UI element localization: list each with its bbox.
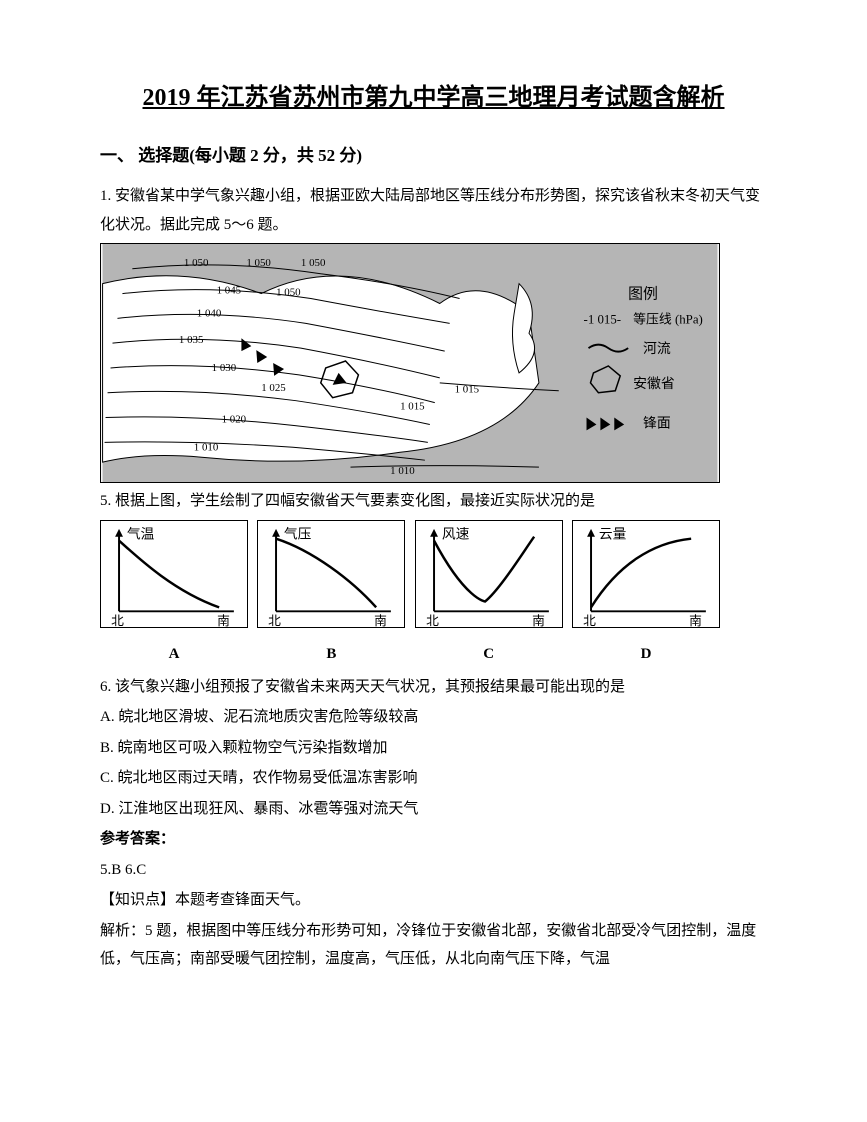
chart-b: 气压 北 南 B — [257, 520, 405, 669]
svg-text:1 010: 1 010 — [390, 465, 415, 477]
answers-text: 5.B 6.C — [100, 856, 767, 885]
svg-text:南: 南 — [689, 613, 702, 628]
svg-text:1 050: 1 050 — [276, 287, 301, 299]
question-5-text: 5. 根据上图，学生绘制了四幅安徽省天气要素变化图，最接近实际状况的是 — [100, 487, 767, 516]
chart-b-ylabel: 气压 — [284, 526, 312, 541]
svg-text:1 035: 1 035 — [179, 334, 204, 346]
chart-d: 云量 北 南 D — [572, 520, 720, 669]
svg-text:锋面: 锋面 — [643, 416, 671, 432]
svg-text:南: 南 — [375, 613, 388, 628]
svg-text:北: 北 — [583, 614, 596, 628]
chart-a: 气温 北 南 A — [100, 520, 248, 669]
isobar-map-figure: 1 050 1 050 1 050 1 045 1 050 1 040 1 03… — [100, 243, 720, 483]
chart-a-ylabel: 气温 — [127, 526, 155, 541]
question-6-text: 6. 该气象兴趣小组预报了安徽省未来两天天气状况，其预报结果最可能出现的是 — [100, 673, 767, 702]
svg-text:1 015: 1 015 — [455, 384, 480, 396]
chart-a-label: A — [100, 640, 248, 669]
svg-text:1 015: 1 015 — [400, 401, 425, 413]
svg-text:1 030: 1 030 — [212, 362, 237, 374]
svg-text:南: 南 — [217, 613, 230, 628]
weather-charts-row: 气温 北 南 A 气压 北 南 B 风速 北 南 C — [100, 520, 720, 669]
svg-text:1 050: 1 050 — [301, 257, 326, 269]
answer-label: 参考答案： — [100, 825, 767, 854]
knowledge-point: 【知识点】本题考查锋面天气。 — [100, 886, 767, 915]
svg-text:安徽省: 安徽省 — [633, 376, 675, 392]
svg-text:河流: 河流 — [643, 341, 671, 357]
svg-text:北: 北 — [111, 614, 124, 628]
section-1-header: 一、 选择题(每小题 2 分，共 52 分) — [100, 140, 767, 172]
svg-text:等压线 (hPa): 等压线 (hPa) — [633, 312, 703, 327]
chart-c-ylabel: 风速 — [442, 526, 470, 541]
svg-text:南: 南 — [532, 613, 545, 628]
svg-text:-1 015-: -1 015- — [584, 313, 622, 327]
svg-text:1 020: 1 020 — [222, 414, 247, 426]
q6-option-d: D. 江淮地区出现狂风、暴雨、冰雹等强对流天气 — [100, 795, 767, 824]
svg-text:1 010: 1 010 — [194, 442, 219, 454]
analysis-text: 解析：5 题，根据图中等压线分布形势可知，冷锋位于安徽省北部，安徽省北部受冷气团… — [100, 917, 767, 974]
svg-text:1 040: 1 040 — [197, 308, 222, 320]
svg-text:图例: 图例 — [628, 286, 658, 303]
chart-c: 风速 北 南 C — [415, 520, 563, 669]
svg-text:1 050: 1 050 — [184, 257, 209, 269]
page-title: 2019 年江苏省苏州市第九中学高三地理月考试题含解析 — [100, 80, 767, 116]
q6-option-a: A. 皖北地区滑坡、泥石流地质灾害危险等级较高 — [100, 703, 767, 732]
svg-text:1 050: 1 050 — [246, 257, 271, 269]
svg-text:1 045: 1 045 — [217, 285, 242, 297]
chart-d-ylabel: 云量 — [599, 526, 627, 541]
chart-b-label: B — [257, 640, 405, 669]
svg-text:北: 北 — [426, 614, 439, 628]
question-1-intro: 1. 安徽省某中学气象兴趣小组，根据亚欧大陆局部地区等压线分布形势图，探究该省秋… — [100, 182, 767, 239]
q6-option-c: C. 皖北地区雨过天晴，农作物易受低温冻害影响 — [100, 764, 767, 793]
chart-d-label: D — [572, 640, 720, 669]
svg-text:1 025: 1 025 — [261, 382, 286, 394]
svg-text:北: 北 — [269, 614, 282, 628]
q6-option-b: B. 皖南地区可吸入颗粒物空气污染指数增加 — [100, 734, 767, 763]
chart-c-label: C — [415, 640, 563, 669]
